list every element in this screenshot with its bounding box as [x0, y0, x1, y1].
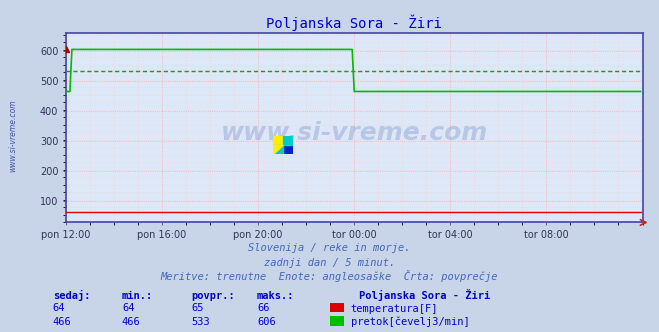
Text: 64: 64 [53, 303, 65, 313]
Bar [283, 145, 293, 154]
Text: 606: 606 [257, 317, 275, 327]
Text: maks.:: maks.: [257, 291, 295, 301]
Text: 533: 533 [191, 317, 210, 327]
Text: temperatura[F]: temperatura[F] [351, 304, 438, 314]
Text: min.:: min.: [122, 291, 153, 301]
Title: Poljanska Sora - Žiri: Poljanska Sora - Žiri [266, 14, 442, 31]
Text: 466: 466 [122, 317, 140, 327]
Text: 64: 64 [122, 303, 134, 313]
Polygon shape [273, 145, 283, 154]
Bar [273, 136, 283, 145]
Text: Meritve: trenutne  Enote: angleosaške  Črta: povprečje: Meritve: trenutne Enote: angleosaške Črt… [161, 270, 498, 282]
Text: www.si-vreme.com: www.si-vreme.com [221, 122, 488, 145]
Text: 466: 466 [53, 317, 71, 327]
Text: sedaj:: sedaj: [53, 290, 90, 301]
Text: povpr.:: povpr.: [191, 291, 235, 301]
Text: Slovenija / reke in morje.: Slovenija / reke in morje. [248, 243, 411, 253]
Text: Poljanska Sora - Žiri: Poljanska Sora - Žiri [359, 289, 490, 301]
Text: 66: 66 [257, 303, 270, 313]
Text: www.si-vreme.com: www.si-vreme.com [8, 100, 17, 172]
Bar [283, 136, 293, 145]
Polygon shape [273, 145, 283, 154]
Text: pretok[čevelj3/min]: pretok[čevelj3/min] [351, 317, 469, 327]
Text: zadnji dan / 5 minut.: zadnji dan / 5 minut. [264, 258, 395, 268]
Text: 65: 65 [191, 303, 204, 313]
